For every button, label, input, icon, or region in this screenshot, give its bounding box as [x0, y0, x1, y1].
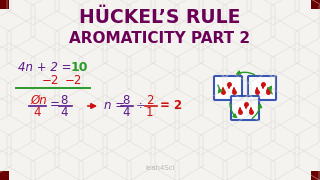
Bar: [311, 0, 320, 9]
Text: n =: n =: [104, 98, 125, 111]
Text: 4n + 2 =: 4n + 2 =: [18, 60, 75, 73]
Text: 4: 4: [122, 105, 130, 118]
Text: 8: 8: [122, 93, 129, 107]
Text: −2: −2: [65, 73, 82, 87]
FancyBboxPatch shape: [214, 76, 242, 100]
Bar: [0, 0, 9, 9]
Text: =: =: [50, 98, 60, 111]
Text: = 2: = 2: [160, 98, 182, 111]
Text: 4: 4: [60, 105, 68, 118]
Text: 1: 1: [146, 105, 154, 118]
Text: Øn: Øn: [30, 93, 47, 107]
Text: AROMATICITY PART 2: AROMATICITY PART 2: [69, 30, 251, 46]
Text: HÜCKEL’S RULE: HÜCKEL’S RULE: [79, 8, 241, 26]
FancyBboxPatch shape: [231, 96, 259, 120]
Text: ÷: ÷: [136, 100, 145, 110]
Text: −2: −2: [42, 73, 60, 87]
Text: 8: 8: [60, 93, 68, 107]
FancyBboxPatch shape: [248, 76, 276, 100]
Text: leah4Sci: leah4Sci: [145, 165, 175, 171]
Text: 4: 4: [33, 105, 41, 118]
Text: 2: 2: [146, 93, 154, 107]
Bar: [0, 171, 9, 180]
Text: 10: 10: [71, 60, 89, 73]
Bar: [311, 171, 320, 180]
